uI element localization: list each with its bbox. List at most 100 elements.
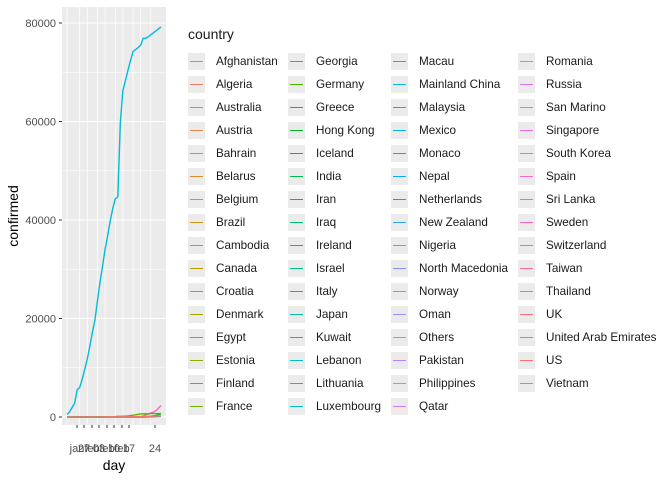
legend-item: Macau [391,50,508,73]
legend-item: Belgium [188,188,278,211]
legend-key [188,398,205,415]
legend-key-line [520,222,533,223]
legend-item: Lithuania [288,372,381,395]
series-line [66,26,162,415]
y-tick-label: 60000 [25,117,56,129]
legend-key [188,53,205,70]
legend-item: Austria [188,119,278,142]
legend-key-line [290,199,303,200]
legend-item: Pakistan [391,349,508,372]
legend-label: Mainland China [419,78,501,91]
legend-key [391,191,408,208]
legend-label: Iceland [316,147,354,160]
legend-label: Belgium [216,193,259,206]
legend-label: Sweden [546,216,589,229]
legend-item: Russia [518,73,656,96]
legend-key [518,99,535,116]
legend-key-line [290,176,303,177]
x-tick-label: 17 [123,443,135,455]
legend-key-line [190,291,203,292]
legend-key-line [290,268,303,269]
legend-key [288,191,305,208]
legend-label: UK [546,308,563,321]
legend-key [288,122,305,139]
legend-key [188,375,205,392]
legend-label: Nepal [419,170,450,183]
legend-key-line [520,84,533,85]
legend-item: Thailand [518,280,656,303]
legend-key-line [520,383,533,384]
legend-label: New Zealand [419,216,488,229]
legend-label: Denmark [216,308,264,321]
legend-label: India [316,170,342,183]
legend-label: US [546,354,563,367]
legend-item: Monaco [391,142,508,165]
legend-key-line [290,360,303,361]
legend-key [188,122,205,139]
legend-key [188,237,205,254]
legend-key [518,352,535,369]
legend-item: Estonia [188,349,278,372]
legend-key-line [190,360,203,361]
legend-key [391,214,408,231]
legend-column-1: Afghanistan Algeria Australia Austria Bahrai… [188,50,278,418]
legend-item: India [288,165,381,188]
legend-label: Spain [546,170,576,183]
legend-item: Israel [288,257,381,280]
legend-item: Philippines [391,372,508,395]
legend-item: Finland [188,372,278,395]
x-tick-label: 10 [108,443,120,455]
legend-key-line [190,199,203,200]
legend-key [288,329,305,346]
legend-label: Monaco [419,147,461,160]
legend-key [391,53,408,70]
legend-key-line [520,176,533,177]
legend-label: Norway [419,285,459,298]
legend-item: US [518,349,656,372]
legend-key [391,306,408,323]
legend-item: Qatar [391,395,508,418]
legend-label: Lithuania [316,377,364,390]
legend-key [188,283,205,300]
legend-key [188,145,205,162]
legend-key-line [290,406,303,407]
grid-minor [62,71,166,369]
legend-label: Others [419,331,455,344]
legend-item: Mexico [391,119,508,142]
legend-key [518,214,535,231]
x-tick-label: 27 [78,443,90,455]
legend-key [391,237,408,254]
legend-key [518,168,535,185]
legend-key [288,99,305,116]
legend-item: Oman [391,303,508,326]
legend-label: United Arab Emirates [546,331,657,344]
y-axis-label: confirmed [5,185,21,246]
series-layer [66,26,162,418]
legend-key [391,145,408,162]
legend-key [188,99,205,116]
legend-label: France [216,400,253,413]
x-tick-label: feb [114,443,129,455]
legend-key [391,375,408,392]
legend-label: Pakistan [419,354,464,367]
legend-label: Hong Kong [316,124,375,137]
legend-item: Sweden [518,211,656,234]
x-axis-label: day [103,457,126,473]
legend-key [518,76,535,93]
legend-item: Germany [288,73,381,96]
legend-item: France [188,395,278,418]
legend-key [518,375,535,392]
legend-key-line [393,107,406,108]
legend-item: UK [518,303,656,326]
legend-key-line [393,222,406,223]
legend-key-line [190,337,203,338]
legend-item: Spain [518,165,656,188]
legend-item: Iran [288,188,381,211]
legend-label: Australia [216,101,262,114]
legend-label: Netherlands [419,193,483,206]
legend-label: Switzerland [546,239,607,252]
legend-item: New Zealand [391,211,508,234]
x-tick-label: jan [69,443,85,455]
